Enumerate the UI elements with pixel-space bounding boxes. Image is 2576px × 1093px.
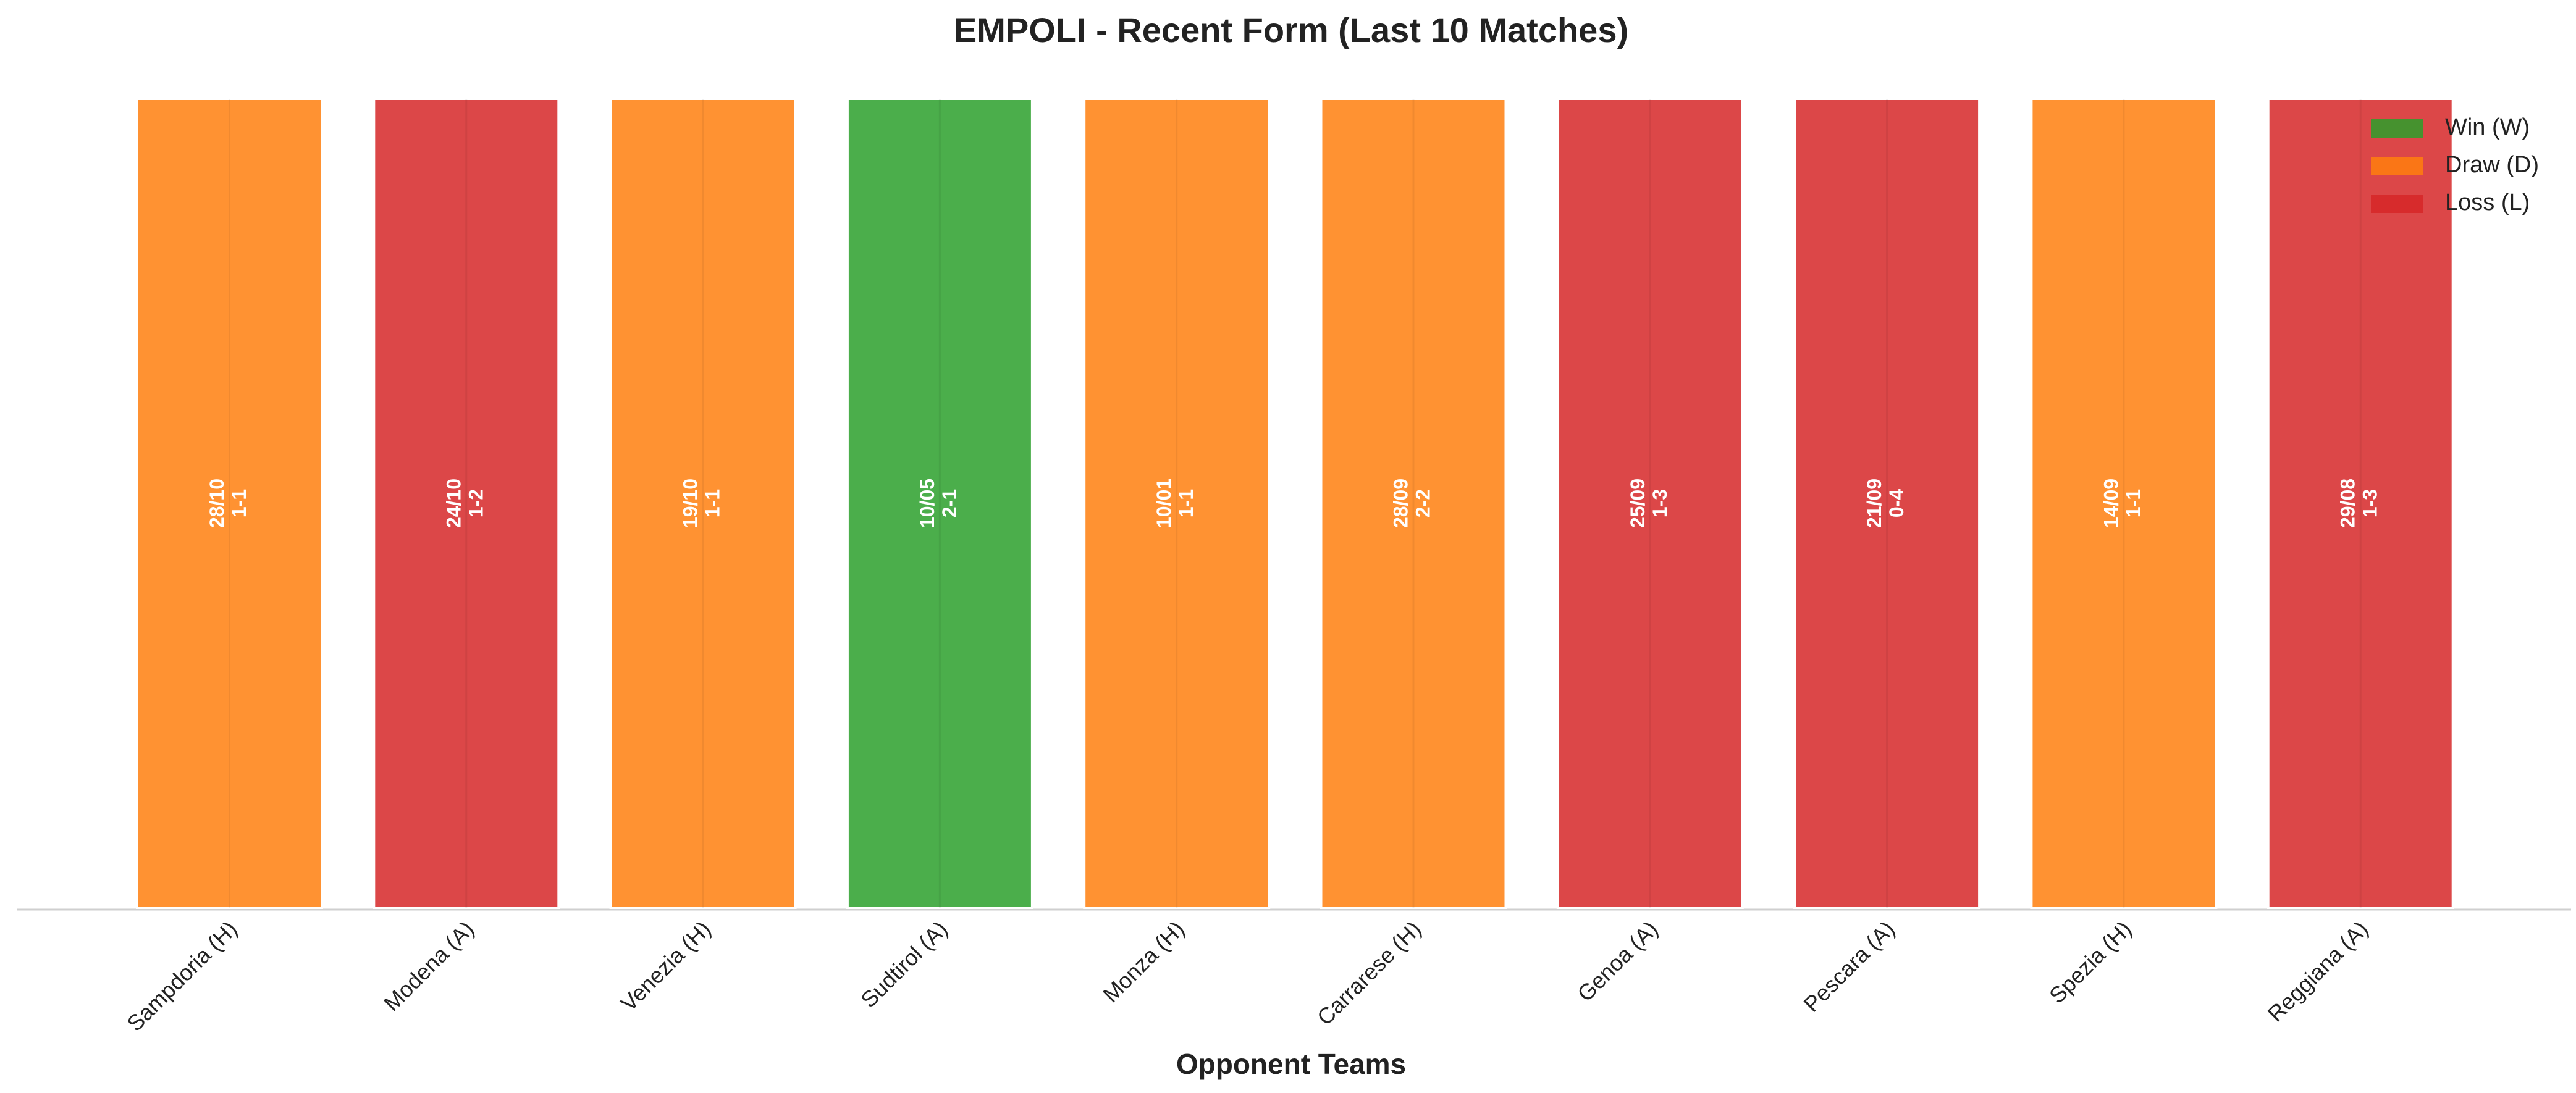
bar-date-label: 24/10 bbox=[442, 479, 465, 528]
legend-label: Loss (L) bbox=[2445, 190, 2530, 216]
x-tick-label: Sudtirol (A) bbox=[856, 916, 952, 1012]
chart-title: EMPOLI - Recent Form (Last 10 Matches) bbox=[954, 10, 1628, 49]
bar-score-label: 0-4 bbox=[1885, 489, 1908, 517]
x-tick-label: Monza (H) bbox=[1098, 916, 1189, 1007]
bar-date-label: 29/08 bbox=[2337, 479, 2359, 528]
bar bbox=[1556, 98, 1744, 909]
bar-date-label: 10/01 bbox=[1153, 479, 1175, 528]
x-tick-label: Venezia (H) bbox=[615, 916, 715, 1016]
x-tick-label: Carrarese (H) bbox=[1312, 916, 1426, 1030]
bar-date-label: 28/09 bbox=[1389, 479, 1412, 528]
bar-date-label: 19/10 bbox=[680, 479, 702, 528]
bar bbox=[1793, 98, 1981, 909]
bar-date-label: 14/09 bbox=[2100, 479, 2122, 528]
legend-label: Win (W) bbox=[2445, 114, 2530, 140]
bar-score-label: 1-1 bbox=[702, 489, 724, 517]
bar bbox=[373, 98, 560, 909]
bar-date-label: 21/09 bbox=[1863, 479, 1885, 528]
x-tick-label: Modena (A) bbox=[379, 916, 479, 1016]
bar bbox=[2030, 98, 2218, 909]
bar-date-label: 10/05 bbox=[916, 479, 938, 528]
x-tick-label: Pescara (A) bbox=[1799, 916, 1900, 1016]
bar-score-label: 1-2 bbox=[465, 489, 487, 517]
x-tick-label: Genoa (A) bbox=[1572, 916, 1662, 1006]
bar bbox=[609, 98, 797, 909]
bar bbox=[136, 98, 323, 909]
x-tick-label: Sampdoria (H) bbox=[122, 916, 242, 1036]
bar bbox=[846, 98, 1033, 909]
bar-score-label: 1-1 bbox=[2122, 489, 2144, 517]
bar-score-label: 1-3 bbox=[1649, 489, 1671, 517]
bar bbox=[1083, 98, 1271, 909]
x-tick-label: Reggiana (A) bbox=[2263, 916, 2373, 1026]
bar-score-label: 2-2 bbox=[1412, 489, 1434, 517]
x-tick-label: Spezia (H) bbox=[2044, 916, 2136, 1008]
bar-date-label: 28/10 bbox=[206, 479, 228, 528]
legend-label: Draw (D) bbox=[2445, 152, 2539, 178]
legend-swatch bbox=[2371, 157, 2423, 175]
bar bbox=[1320, 98, 1507, 909]
bar-score-label: 1-1 bbox=[228, 489, 250, 517]
bar bbox=[2267, 98, 2454, 909]
bar-score-label: 1-1 bbox=[1175, 489, 1197, 517]
bar-date-label: 25/09 bbox=[1627, 479, 1649, 528]
bar-score-label: 2-1 bbox=[938, 489, 961, 517]
legend-swatch bbox=[2371, 195, 2423, 213]
legend-swatch bbox=[2371, 119, 2423, 138]
bar-score-label: 1-3 bbox=[2359, 489, 2381, 517]
x-axis-label: Opponent Teams bbox=[1176, 1048, 1406, 1080]
